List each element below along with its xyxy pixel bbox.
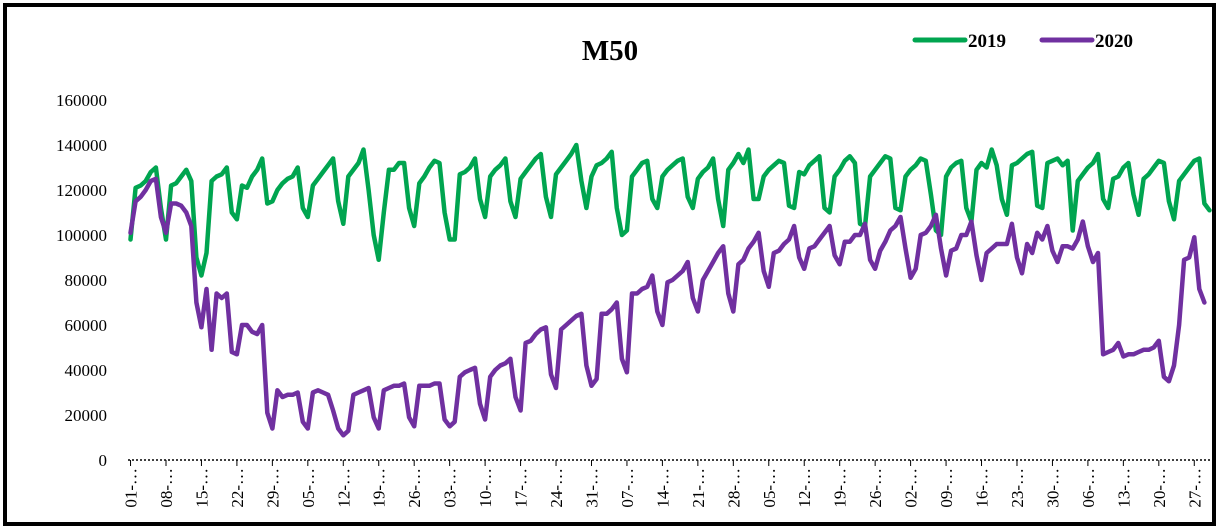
x-tick-label: 03-… <box>441 468 460 508</box>
x-tick-label: 10-… <box>476 468 495 508</box>
x-tick-label: 12-… <box>795 468 814 508</box>
x-tick-label: 30-… <box>1043 468 1062 508</box>
x-tick-label: 22-… <box>228 468 247 508</box>
x-tick-label: 05-… <box>760 468 779 508</box>
x-tick-label: 19-… <box>370 468 389 508</box>
legend: 2019 2020 <box>912 31 1133 52</box>
y-tick-label: 160000 <box>56 91 107 110</box>
x-tick-label: 07-… <box>618 468 637 508</box>
x-tick-label: 26-… <box>866 468 885 508</box>
x-tick-label: 09-… <box>937 468 956 508</box>
x-tick-label: 15-… <box>192 468 211 508</box>
x-tick-label: 28-… <box>724 468 743 508</box>
y-tick-label: 20000 <box>65 406 108 425</box>
x-tick-label: 20-… <box>1150 468 1169 508</box>
x-tick-label: 31-… <box>582 468 601 508</box>
y-tick-label: 0 <box>99 451 108 470</box>
x-tick-label: 26-… <box>405 468 424 508</box>
x-tick-label: 14-… <box>653 468 672 508</box>
y-tick-label: 60000 <box>65 316 108 335</box>
x-tick-label: 17-… <box>512 468 531 508</box>
x-tick-label: 13-… <box>1114 468 1133 508</box>
legend-label-2020: 2020 <box>1095 31 1133 52</box>
x-tick-label: 16-… <box>973 468 992 508</box>
x-tick-label: 02-… <box>902 468 921 508</box>
x-tick-label: 23-… <box>1008 468 1027 508</box>
y-tick-label: 100000 <box>56 226 107 245</box>
y-tick-label: 80000 <box>65 271 108 290</box>
plot-area <box>128 142 1212 438</box>
x-tick-label: 21-… <box>689 468 708 508</box>
x-tick-label: 12-… <box>334 468 353 508</box>
x-tick-label: 24-… <box>547 468 566 508</box>
x-tick-label: 05-… <box>299 468 318 508</box>
x-axis: 01-… 08-… 15-… 22-… 29-… 05-… 12-… 19-… 26-… 03-…… <box>122 459 1212 508</box>
x-tick-label: 01-… <box>122 468 141 508</box>
chart-title: M50 <box>582 35 638 67</box>
y-axis: 0 20000 40000 60000 80000 100000 120000 140000 1… <box>56 91 107 470</box>
legend-label-2019: 2019 <box>968 31 1006 52</box>
y-tick-label: 120000 <box>56 181 107 200</box>
y-tick-label: 140000 <box>56 136 107 155</box>
y-tick-label: 40000 <box>65 361 108 380</box>
x-tick-label: 06-… <box>1079 468 1098 508</box>
x-tick-label: 08-… <box>157 468 176 508</box>
series-line-2019 <box>128 142 1212 278</box>
series-line-2020 <box>128 176 1207 438</box>
x-tick-label: 19-… <box>831 468 850 508</box>
x-tick-label: 29-… <box>263 468 282 508</box>
x-tick-label: 27-… <box>1185 468 1204 508</box>
